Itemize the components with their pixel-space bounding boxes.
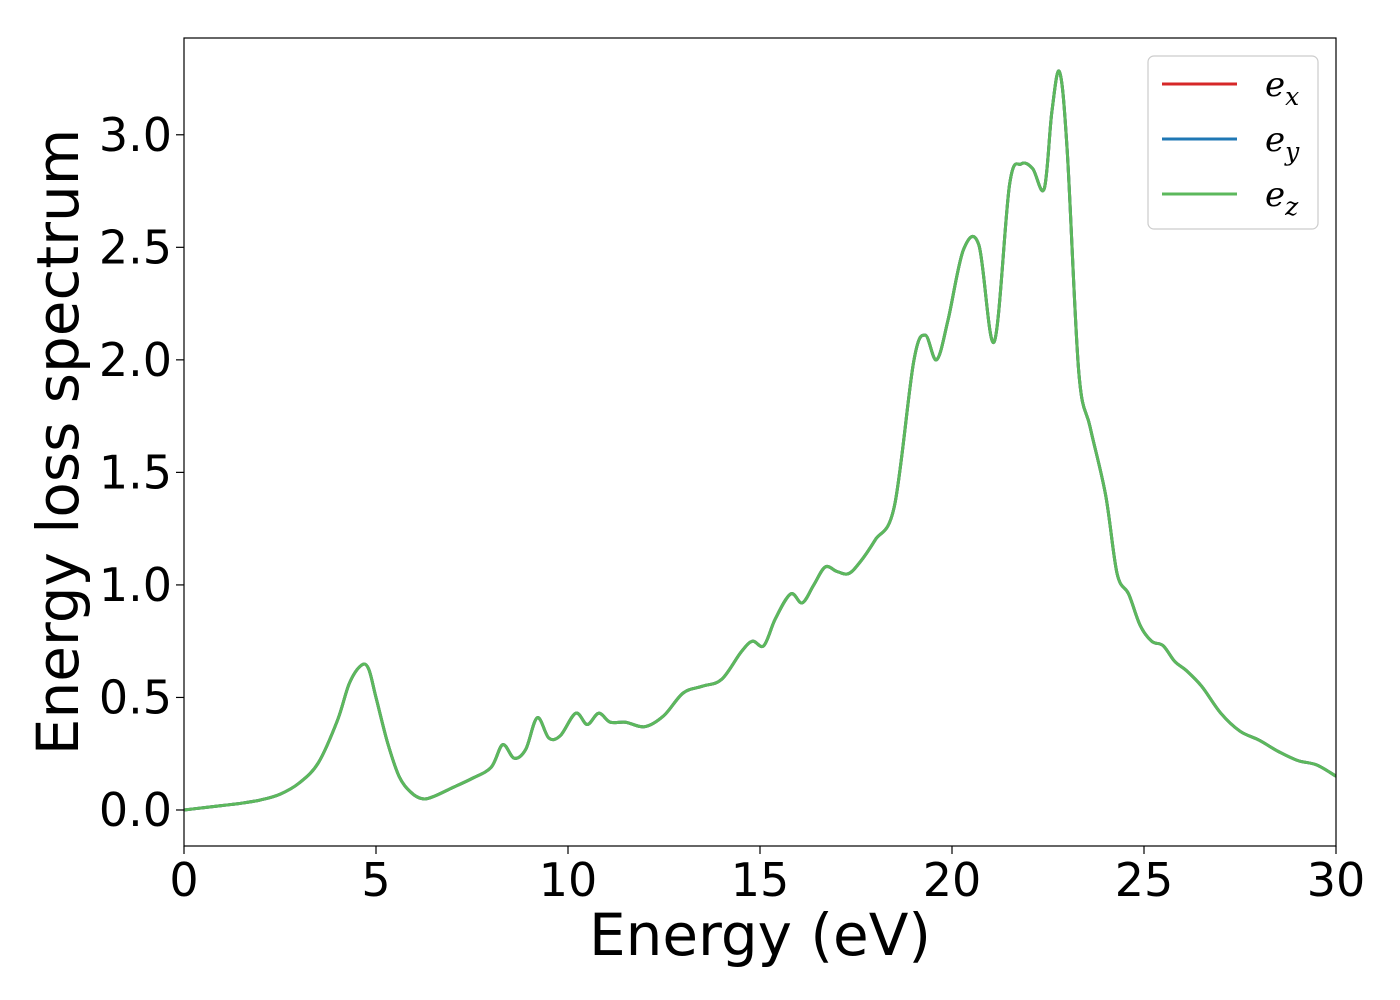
x-tick-label: 25 [1115,853,1174,907]
y-tick-label: 1.0 [99,558,172,612]
legend-box [1147,55,1319,230]
y-axis: 0.0 0.5 1.0 1.5 2.0 2.5 3.0 [99,108,184,837]
y-tick-label: 2.0 [99,333,172,387]
x-tick-label: 15 [731,853,790,907]
y-tick-label: 1.5 [99,445,172,499]
y-tick-label: 2.5 [99,220,172,274]
x-tick-label: 20 [923,853,982,907]
x-tick-label: 30 [1307,853,1366,907]
legend-label-ex: ex [1265,65,1299,111]
x-axis: 0 5 10 15 20 25 30 [169,846,1365,907]
x-axis-title: Energy (eV) [589,901,931,969]
x-tick-label: 0 [169,853,198,907]
x-tick-label: 5 [361,853,390,907]
y-tick-label: 3.0 [99,108,172,162]
x-tick-label: 10 [539,853,598,907]
series-line-ez [184,69,1336,812]
y-axis-title: Energy loss spectrum [24,129,92,755]
legend-label-ez: ez [1265,175,1299,221]
y-tick-label: 0.0 [99,783,172,837]
legend-label-ey: ey [1265,120,1300,166]
y-tick-label: 0.5 [99,670,172,724]
plot-area [184,69,1336,812]
legend: ex ey ez [1147,55,1319,230]
